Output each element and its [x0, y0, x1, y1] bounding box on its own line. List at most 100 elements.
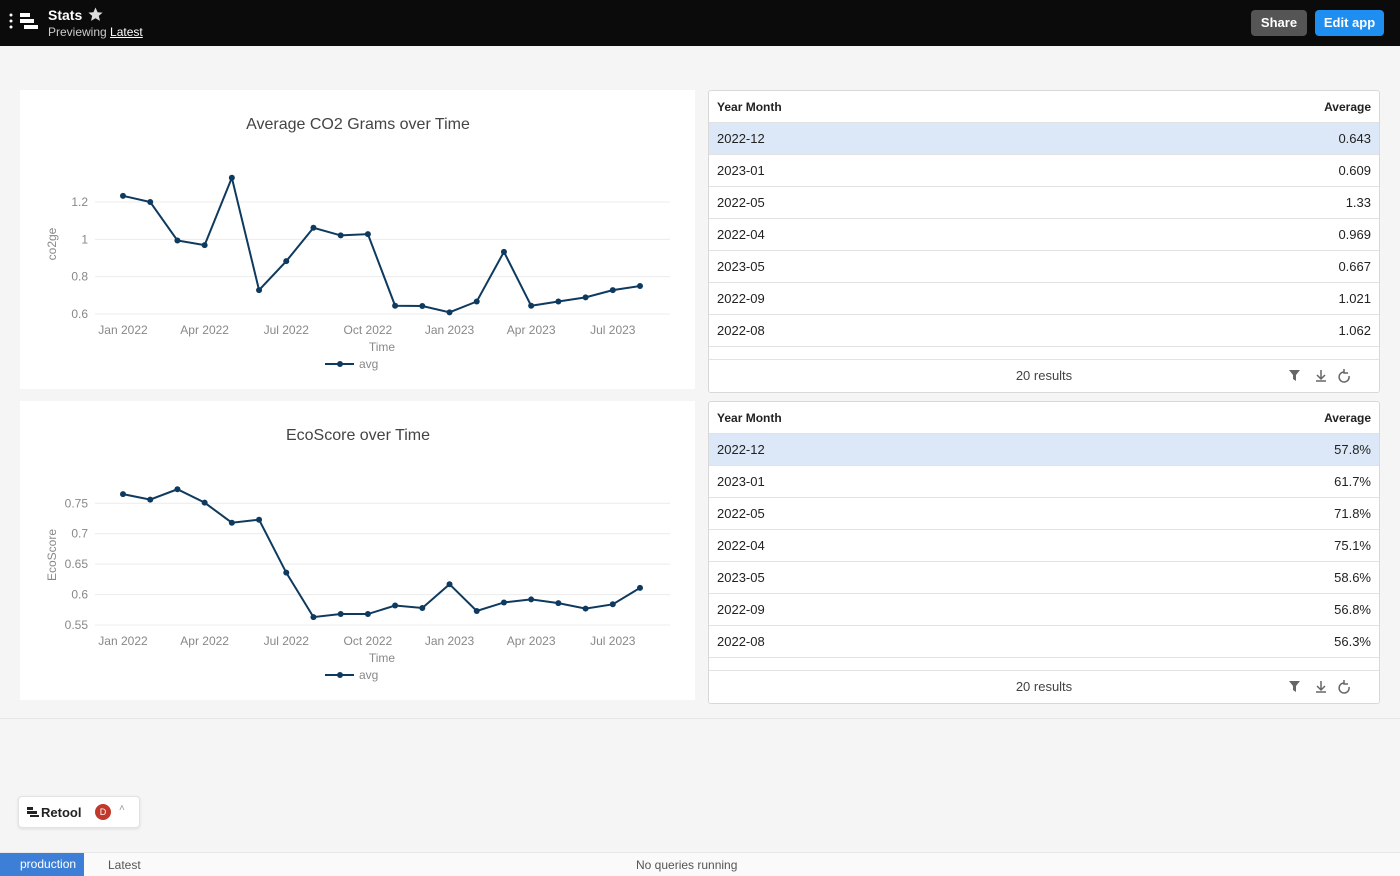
version[interactable]: Latest	[108, 858, 141, 872]
data-point	[637, 283, 643, 289]
data-point	[392, 602, 399, 609]
table-row[interactable]: 2023-01 61.7%	[709, 466, 1379, 498]
status-bar: production Latest No queries running	[0, 852, 1400, 876]
table-cell: 71.8%	[1334, 506, 1371, 521]
data-point	[500, 248, 507, 255]
column-header: Average	[1324, 99, 1371, 114]
x-tick-label: Jan 2022	[98, 323, 148, 337]
menu-icon[interactable]	[8, 12, 40, 34]
table-row[interactable]: 2023-05 0.667	[709, 251, 1379, 283]
chart-panel: EcoScore over Time 0.55 0.6 0.65 0.7 0.75 Jan …	[20, 401, 695, 700]
share-button[interactable]: Share	[1251, 10, 1307, 36]
table-cell: 2023-01	[717, 163, 765, 178]
table-row[interactable]: 2022-08 1.062	[709, 315, 1379, 347]
table-row[interactable]: 2022-05 1.33	[709, 187, 1379, 219]
table-row[interactable]: 2023-01 0.609	[709, 155, 1379, 187]
chevron: ˄	[119, 803, 125, 814]
query-status: No queries running	[636, 858, 738, 872]
data-point	[256, 516, 263, 523]
table-cell: 58.6%	[1334, 570, 1371, 585]
x-tick-label: Apr 2023	[507, 634, 556, 648]
data-table: Year Month Average 2022-12 57.8% 2023-01 61.7…	[708, 401, 1380, 704]
x-axis-label: Time	[369, 340, 396, 354]
table-footer: 20 results	[709, 670, 1379, 703]
series-line	[122, 174, 641, 314]
data-point	[120, 192, 126, 199]
table-cell: 0.609	[1338, 163, 1371, 178]
table-cell: 1.33	[1345, 195, 1371, 210]
legend-marker	[337, 361, 343, 367]
y-tick-label: 0.75	[65, 496, 89, 510]
data-point	[555, 600, 562, 607]
result-count: 20 results	[1015, 368, 1073, 383]
x-tick-label: Oct 2022	[344, 634, 393, 648]
star-icon[interactable]	[88, 7, 103, 22]
table-row[interactable]: 2023-05 58.6%	[709, 562, 1379, 594]
chart-panel: Average CO2 Grams over Time 0.6 0.8 1 1.2 Jan…	[20, 90, 695, 389]
chart-title: EcoScore over Time	[286, 427, 430, 444]
y-tick-label: 0.65	[65, 557, 89, 571]
refresh-icon	[1338, 680, 1350, 694]
chart: Average CO2 Grams over Time 0.6 0.8 1 1.2 Jan…	[45, 116, 670, 371]
y-tick-label: 0.55	[65, 618, 89, 632]
table-row[interactable]: 2022-04 75.1%	[709, 530, 1379, 562]
data-point	[473, 298, 480, 305]
table-cell: 1.062	[1338, 323, 1371, 338]
table-row[interactable]: 2022-04 0.969	[709, 219, 1379, 251]
x-tick-label: Apr 2022	[180, 323, 229, 337]
column-header: Year Month	[717, 410, 782, 425]
table-row[interactable]: 2022-08 56.3%	[709, 626, 1379, 658]
data-point	[609, 601, 616, 608]
table-row[interactable]: 2022-09 56.8%	[709, 594, 1379, 626]
filter-icon	[1289, 370, 1300, 381]
data-point	[419, 604, 426, 611]
table-row[interactable]: 2022-12 57.8%	[709, 434, 1379, 466]
table-row[interactable]: 2022-05 71.8%	[709, 498, 1379, 530]
column-header: Year Month	[717, 99, 782, 114]
x-tick-label: Jul 2022	[264, 634, 310, 648]
widget-name: Retool	[41, 805, 82, 820]
table-cell: 0.643	[1338, 131, 1371, 146]
edit-button[interactable]: Edit app	[1315, 10, 1384, 36]
data-point	[256, 287, 263, 294]
table-cell: 57.8%	[1334, 442, 1371, 457]
data-point	[582, 294, 589, 301]
table-row[interactable]: 2022-09 1.021	[709, 283, 1379, 315]
data-point	[337, 232, 344, 239]
y-tick-label: 0.7	[71, 527, 88, 541]
data-point	[446, 309, 453, 316]
header: Stats Previewing Latest Share Edit app	[0, 0, 1400, 46]
data-point	[120, 491, 126, 498]
x-tick-label: Apr 2023	[507, 323, 556, 337]
legend-label: avg	[359, 668, 378, 682]
x-tick-label: Jul 2023	[590, 634, 636, 648]
download-icon	[1316, 370, 1326, 382]
table-cell: 2022-12	[717, 442, 765, 457]
filter-icon	[1289, 681, 1300, 692]
table-cell: 2022-05	[717, 506, 765, 521]
data-point	[555, 298, 562, 305]
data-point	[528, 302, 535, 309]
table-cell: 2022-04	[717, 227, 765, 242]
data-point	[147, 199, 154, 205]
table-cell: 2022-09	[717, 291, 765, 306]
data-table: Year Month Average 2022-12 0.643 2023-01 0.60…	[708, 90, 1380, 393]
retool-widget[interactable]: Retool D ˄	[18, 796, 140, 828]
table-cell: 61.7%	[1334, 474, 1371, 489]
y-axis-label: EcoScore	[45, 529, 59, 581]
table-cell: 2022-04	[717, 538, 765, 553]
data-point	[201, 499, 208, 506]
table-cell: 2022-08	[717, 634, 765, 649]
retool-logo	[27, 807, 39, 817]
table-cell: 75.1%	[1334, 538, 1371, 553]
environment[interactable]: production	[0, 853, 84, 876]
table-row[interactable]: 2022-12 0.643	[709, 123, 1379, 155]
result-count: 20 results	[1015, 679, 1073, 694]
table-cell: 2023-01	[717, 474, 765, 489]
table-cell: 2023-05	[717, 570, 765, 585]
version-link[interactable]: Latest	[110, 25, 143, 39]
table-cell: 2023-05	[717, 259, 765, 274]
data-point	[310, 224, 317, 231]
x-tick-label: Jan 2023	[425, 634, 475, 648]
table-cell: 56.8%	[1334, 602, 1371, 617]
